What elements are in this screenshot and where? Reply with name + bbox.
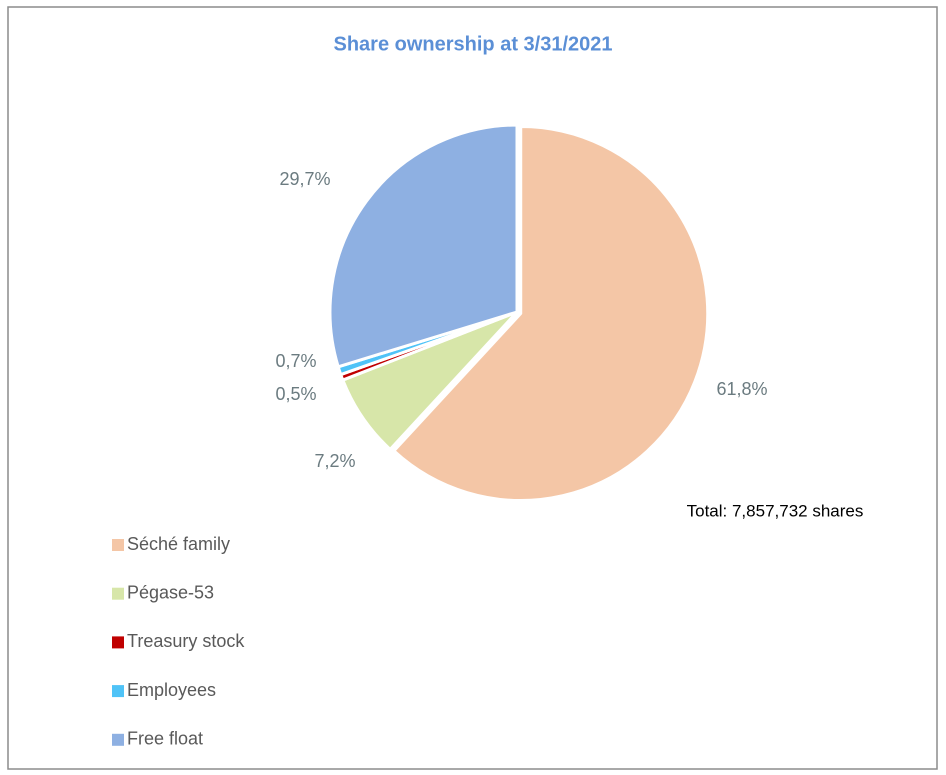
legend-swatch (112, 587, 124, 600)
legend-label: Pégase-53 (127, 582, 214, 602)
data-label: 0,5% (275, 384, 316, 404)
data-label: 0,7% (275, 351, 316, 371)
data-label: 29,7% (279, 169, 330, 189)
legend-label: Treasury stock (127, 631, 245, 651)
legend-swatch (112, 685, 124, 698)
chart-title: Share ownership at 3/31/2021 (333, 33, 612, 55)
legend-swatch (112, 636, 124, 649)
legend-swatch (112, 733, 124, 746)
pie-slice (328, 123, 519, 369)
pie-slice (392, 124, 710, 502)
data-label: 61,8% (716, 379, 767, 399)
legend-swatch (112, 539, 124, 551)
annotation: Total: 7,857,732 shares (687, 501, 864, 520)
data-label: 7,2% (314, 451, 355, 471)
legend-label: Free float (127, 729, 203, 749)
legend-label: Employees (127, 680, 216, 700)
legend-label: Séché family (127, 534, 230, 554)
